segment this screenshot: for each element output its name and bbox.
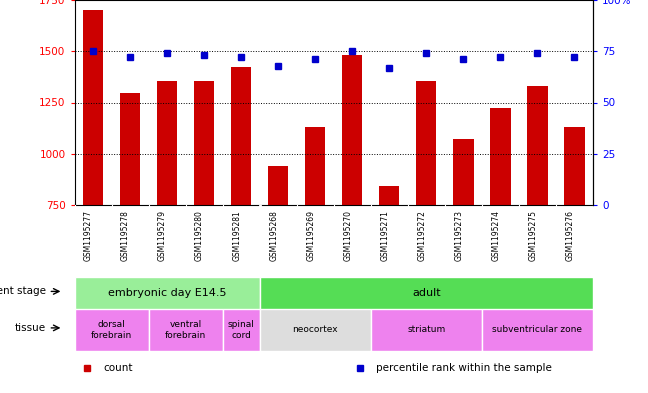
Bar	[564, 127, 584, 205]
Text: GSM1195270: GSM1195270	[343, 210, 353, 261]
Bar	[453, 140, 474, 205]
Text: GSM1195268: GSM1195268	[269, 210, 278, 261]
Bar	[379, 185, 399, 205]
Bar	[231, 67, 251, 205]
Text: embryonic day E14.5: embryonic day E14.5	[108, 288, 226, 298]
Text: GSM1195276: GSM1195276	[566, 210, 574, 261]
Text: GSM1195274: GSM1195274	[491, 210, 500, 261]
Bar	[194, 81, 214, 205]
Text: GSM1195275: GSM1195275	[528, 210, 537, 261]
Text: count: count	[104, 363, 133, 373]
Bar	[482, 309, 593, 351]
Bar	[305, 127, 325, 205]
Bar	[75, 309, 148, 351]
Bar	[157, 81, 178, 205]
Text: percentile rank within the sample: percentile rank within the sample	[376, 363, 551, 373]
Text: striatum: striatum	[407, 325, 445, 334]
Text: GSM1195281: GSM1195281	[232, 210, 241, 261]
Bar	[268, 166, 288, 205]
Bar	[120, 93, 140, 205]
Text: development stage: development stage	[0, 286, 46, 296]
Bar	[260, 277, 593, 309]
Text: subventricular zone: subventricular zone	[492, 325, 583, 334]
Text: ventral
forebrain: ventral forebrain	[165, 320, 206, 340]
Bar	[83, 10, 103, 205]
Text: GSM1195273: GSM1195273	[454, 210, 463, 261]
Text: GSM1195269: GSM1195269	[307, 210, 315, 261]
Text: spinal
cord: spinal cord	[227, 320, 255, 340]
Bar	[416, 81, 437, 205]
Bar	[148, 309, 223, 351]
Text: GSM1195277: GSM1195277	[84, 210, 93, 261]
Bar	[342, 55, 362, 205]
Text: GSM1195279: GSM1195279	[158, 210, 167, 261]
Bar	[223, 309, 260, 351]
Text: GSM1195280: GSM1195280	[195, 210, 204, 261]
Bar	[75, 277, 260, 309]
Bar	[527, 86, 548, 205]
Bar	[371, 309, 482, 351]
Text: GSM1195278: GSM1195278	[121, 210, 130, 261]
Text: GSM1195271: GSM1195271	[380, 210, 389, 261]
Text: tissue: tissue	[15, 323, 46, 333]
Bar	[260, 309, 371, 351]
Text: dorsal
forebrain: dorsal forebrain	[91, 320, 132, 340]
Text: GSM1195272: GSM1195272	[417, 210, 426, 261]
Text: adult: adult	[412, 288, 441, 298]
Text: neocortex: neocortex	[292, 325, 338, 334]
Bar	[490, 108, 511, 205]
